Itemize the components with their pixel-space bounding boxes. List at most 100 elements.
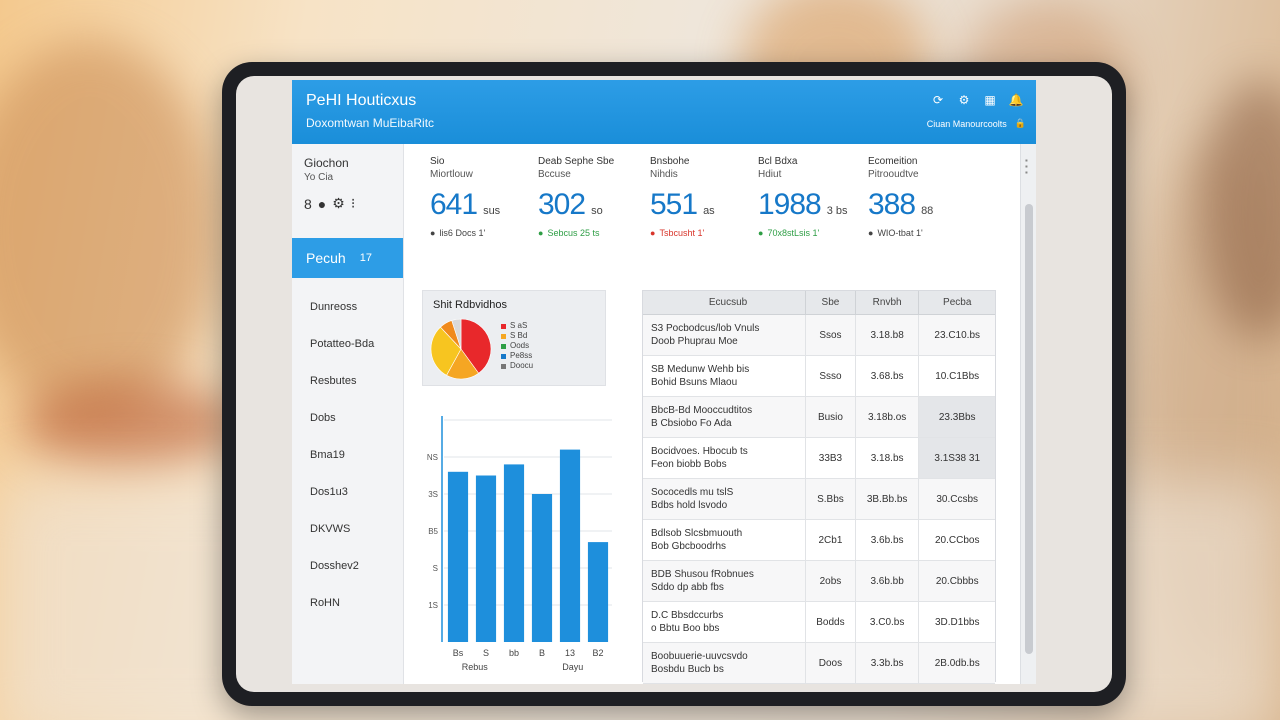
cell-rnvbh: 3.18.bs [856,438,920,478]
kpi-unit: so [591,205,603,217]
legend-swatch [501,363,506,369]
cell-rnvbh: 3.18b.os [856,397,920,437]
x-tick-label: Bs [453,648,464,658]
bar[interactable] [503,464,525,642]
pie-slice[interactable] [430,326,462,376]
y-tick-label: 1S [428,601,438,610]
column-header[interactable]: Rnvbh [856,291,920,314]
pie-slice[interactable] [460,318,492,374]
donut-legend: S aS S Bd Oods Pe8ss Doocu [501,321,533,371]
kpi-value: 1988 [758,188,822,221]
donut-card[interactable]: Shit Rdbvidhos S aS S Bd Oods Pe8ss Dooc… [422,290,606,386]
bar[interactable] [447,471,469,642]
table-row[interactable]: S3 Pocbodcus/lob Vnuls Doob Phuprau Moe Ss… [643,315,995,356]
kpi-card[interactable]: Bnsbohe Nihdis 551 as ● Tsbcusht 1' [650,156,770,266]
lock-icon: 🔒 [1014,118,1026,128]
kpi-delta: ● Tsbcusht 1' [650,228,770,238]
sidebar-item[interactable]: RoHN [310,596,340,609]
legend-label: S aS [510,321,528,330]
table-row[interactable]: Bdlsob Slcsbmuouth Bob Gbcboodrhs 2Cb1 3.6b… [643,520,995,561]
cell-sbe: 2Cb1 [806,520,856,560]
kpi-row: Sio Miortlouw 641 sus ● lis6 Docs 1' Deab … [404,144,1024,272]
refresh-icon[interactable]: ⟳ [932,93,944,107]
bell-icon[interactable]: 🔔 [1008,93,1024,107]
table-row[interactable]: D.C Bbsdccurbs o Bbtu Boo bbs Bodds 3.C0.bs… [643,602,995,643]
legend-label: S Bd [510,331,528,340]
y-tick-label: B5 [428,527,438,536]
column-header[interactable]: Pecba [943,297,972,308]
scroll-thumb[interactable] [1025,204,1033,654]
cell-pecba: 30.Ccsbs [936,493,979,505]
bar[interactable] [587,542,609,642]
cell-sbe: Bodds [806,602,856,642]
grid-icon[interactable]: ▦ [984,93,996,107]
bar[interactable] [531,494,553,642]
list-icon[interactable]: ⁝ [350,195,356,211]
status-icons: 8 ● ⚙ ⁝ [304,195,391,212]
sidebar-item[interactable]: DKVWS [310,522,351,535]
bar[interactable] [559,449,581,642]
sidebar-item[interactable]: Dunreoss [310,300,358,313]
sidebar-item[interactable]: Dos1u3 [310,485,348,498]
cell-name: Bocidvoes. Hbocub ts Feon biobb Bobs [643,438,807,478]
kpi-card[interactable]: Sio Miortlouw 641 sus ● lis6 Docs 1' [430,156,550,266]
header-icons: ⟳ ⚙ ▦ 🔔 [930,92,1024,108]
legend-swatch [501,323,506,329]
table-row[interactable]: Boobuuerie-uuvcsvdo Bosbdu Bucb bs Doos 3.3… [643,643,995,684]
legend-item: Pe8ss [501,351,533,361]
settings-icon[interactable]: ⚙ [958,93,970,107]
cell-name: BbcB-Bd Mooccudtitos B Cbsiobo Fo Ada [643,397,807,437]
column-header[interactable]: Ecucsub [643,291,807,314]
row-title: BbcB-Bd Mooccudtitos [651,405,753,416]
cell-pecba: 20.CCbos [934,534,980,546]
legend-item: S Bd [501,331,533,341]
scrollbar[interactable]: ▪ ▪ ▪ [1020,144,1036,684]
row-subtitle: Sddo dp abb fbs [651,582,724,593]
y-tick-label: S [433,564,438,573]
kpi-card[interactable]: Deab Sephe Sbe Bccuse 302 so ● Sebcus 25 t… [538,156,658,266]
sidebar-item[interactable]: Resbutes [310,374,357,387]
table-row[interactable]: Bocidvoes. Hbocub ts Feon biobb Bobs 33B3 3… [643,438,995,479]
cell-rnvbh: 3.6b.bs [856,520,920,560]
bookmark-icon[interactable]: 8 [304,195,312,212]
sidebar-item[interactable]: Dosshev2 [310,559,359,572]
row-title: Sococedls mu tslS [651,487,734,498]
sidebar-item[interactable]: Bma19 [310,448,345,461]
data-table: Ecucsub Sbe Rnvbh Pecba S3 Pocbodcus/lob… [642,290,996,684]
user-icon[interactable]: ● [317,195,327,212]
table-row[interactable]: BDB Shusou fRobnues Sddo dp abb fbs 2obs 3.… [643,561,995,602]
row-subtitle: Doob Phuprau Moe [651,336,738,347]
app-header: PeHI Houticxus Doxomtwan MuEibaRitc ⟳ ⚙ … [292,80,1036,144]
row-subtitle: B Cbsiobo Fo Ada [651,418,732,429]
y-tick-label: 3S [428,490,438,499]
table-row[interactable]: BbcB-Bd Mooccudtitos B Cbsiobo Fo Ada Busi… [643,397,995,438]
sidebar-item[interactable]: Dobs [310,411,336,424]
pie-slice[interactable] [451,318,462,350]
column-header[interactable]: Sbe [806,291,856,314]
cell-pecba: 3.1S38 31 [919,438,995,478]
kpi-card[interactable]: Bcl Bdxa Hdiut 1988 3 bs ● 70x8stLsis 1' [758,156,878,266]
sidebar-item[interactable]: Potatteo-Bda [310,337,375,350]
table-row[interactable]: SB Medunw Wehb bis Bohid Bsuns Mlaou Ssso 3… [643,356,995,397]
kpi-subtitle: Miortlouw [430,169,473,180]
status-dot-icon: ● [538,228,544,238]
sidebar-active-label: Pecuh [306,250,346,266]
user-menu[interactable]: Ciuan Manourcoolts 🔒 [927,118,1026,129]
sidebar: Giochon Yo Cia 8 ● ⚙ ⁝ Pecuh 17 Dunreoss… [292,144,404,684]
row-subtitle: Bdbs hold lsvodo [651,500,728,511]
table-row[interactable]: Sococedls mu tslS Bdbs hold lsvodo S.Bbs 3B… [643,479,995,520]
legend-item: Doocu [501,361,533,371]
kpi-card[interactable]: Ecomeition Pitrooudtve 388 88 ● WIO-tbat 1… [868,156,988,266]
kpi-unit: 88 [921,205,934,217]
cell-pecba: 20.Cbbbs [935,575,979,587]
gear-icon[interactable]: ⚙ [332,195,345,211]
sidebar-item-active[interactable]: Pecuh 17 [292,238,403,278]
legend-item: Oods [501,341,533,351]
row-title: S3 Pocbodcus/lob Vnuls [651,323,760,334]
status-dot-icon: ● [430,228,436,238]
legend-swatch [501,353,506,359]
x-tick-label: S [483,648,489,658]
x-tick-label: B2 [592,648,603,658]
bar[interactable] [475,475,497,643]
